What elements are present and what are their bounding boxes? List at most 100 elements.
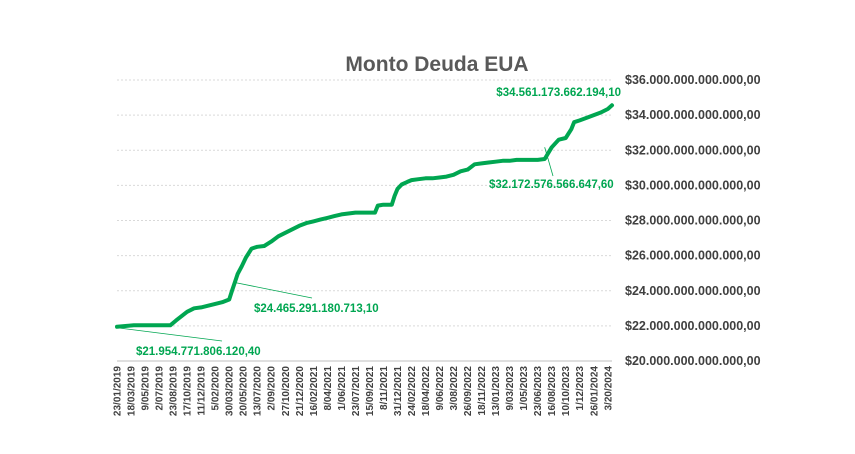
x-tick-label: 30/03/2020 bbox=[225, 366, 236, 416]
x-axis-tick-labels: 23/01/2019 18/03/2019 9/05/2019 2/07/2019 23… bbox=[113, 366, 615, 416]
data-point bbox=[236, 272, 240, 276]
x-tick-label: 26/01/2024 bbox=[589, 366, 600, 416]
x-tick-label: 31/12/2021 bbox=[393, 366, 404, 416]
x-tick-label: 3/08/2022 bbox=[449, 366, 460, 411]
data-point bbox=[174, 319, 178, 323]
x-tick-label: 23/01/2019 bbox=[113, 366, 124, 416]
data-point bbox=[459, 169, 463, 173]
x-tick-label: 16/08/2023 bbox=[547, 366, 558, 416]
data-point bbox=[269, 240, 273, 244]
data-point bbox=[304, 221, 308, 225]
data-point bbox=[276, 234, 280, 238]
data-point bbox=[599, 110, 603, 115]
data-point bbox=[165, 323, 170, 327]
data-point bbox=[409, 178, 414, 182]
data-point bbox=[153, 323, 157, 327]
x-tick-label: 5/02/2020 bbox=[211, 366, 222, 411]
y-tick-label: $22.000.000.000.000,00 bbox=[625, 319, 761, 333]
data-point bbox=[592, 113, 596, 117]
data-point bbox=[244, 255, 248, 259]
data-point bbox=[360, 211, 364, 215]
x-tick-label: 20/05/2020 bbox=[239, 366, 250, 416]
data-point bbox=[451, 173, 456, 177]
data-point bbox=[227, 297, 231, 302]
data-point bbox=[332, 214, 336, 218]
x-tick-label: 24/02/2022 bbox=[407, 366, 418, 416]
y-tick-label: $36.000.000.000.000,00 bbox=[625, 73, 761, 87]
data-point bbox=[132, 323, 136, 327]
data-point bbox=[543, 157, 547, 161]
x-tick-label: 18/04/2022 bbox=[421, 366, 432, 416]
data-point bbox=[318, 218, 322, 222]
data-point bbox=[536, 158, 540, 162]
x-tick-label: 17/10/2019 bbox=[183, 366, 194, 416]
data-point bbox=[255, 245, 259, 249]
data-point bbox=[393, 194, 397, 198]
data-point bbox=[610, 103, 614, 107]
x-tick-label: 11/12/2019 bbox=[197, 366, 208, 416]
data-point bbox=[395, 187, 400, 191]
data-point bbox=[168, 323, 172, 327]
x-tick-label: 16/02/2021 bbox=[309, 366, 320, 416]
data-point bbox=[376, 204, 380, 208]
data-point bbox=[139, 323, 143, 327]
annotation-label: $24.465.291.180.713,10 bbox=[254, 303, 379, 315]
data-point bbox=[367, 211, 371, 215]
data-point bbox=[522, 158, 526, 162]
data-point bbox=[199, 305, 203, 309]
x-tick-label: 23/06/2023 bbox=[533, 366, 544, 416]
data-point bbox=[185, 310, 189, 314]
y-tick-label: $28.000.000.000.000,00 bbox=[625, 214, 761, 228]
y-tick-label: $34.000.000.000.000,00 bbox=[625, 108, 761, 122]
data-point bbox=[585, 116, 589, 120]
x-tick-label: 13/07/2020 bbox=[253, 366, 264, 416]
x-tick-label: 10/10/2023 bbox=[561, 366, 572, 416]
data-point bbox=[466, 168, 470, 172]
data-point bbox=[160, 323, 164, 327]
data-point bbox=[494, 160, 498, 164]
y-tick-label: $30.000.000.000.000,00 bbox=[625, 178, 761, 192]
data-point bbox=[501, 159, 505, 163]
data-point bbox=[430, 176, 435, 180]
data-point bbox=[353, 211, 357, 215]
data-point bbox=[416, 177, 421, 181]
data-point bbox=[400, 182, 404, 187]
x-tick-label: 2/09/2020 bbox=[267, 366, 278, 411]
data-point bbox=[311, 219, 315, 223]
series-line bbox=[115, 103, 614, 329]
x-tick-label: 15/09/2021 bbox=[365, 366, 376, 416]
x-tick-label: 27/10/2020 bbox=[281, 366, 292, 416]
annotation-leader bbox=[544, 147, 554, 177]
data-point bbox=[373, 211, 377, 215]
y-tick-label: $20.000.000.000.000,00 bbox=[625, 354, 761, 368]
x-tick-label: 23/07/2021 bbox=[351, 366, 362, 416]
annotation-label: $21.954.771.806.120,40 bbox=[136, 346, 261, 358]
x-tick-label: 23/08/2019 bbox=[169, 366, 180, 416]
series-line-layer bbox=[115, 103, 614, 329]
x-tick-label: 1/05/2023 bbox=[519, 366, 530, 411]
data-point bbox=[297, 224, 301, 228]
x-tick-label: 9/03/2023 bbox=[505, 366, 516, 411]
data-point bbox=[262, 244, 266, 248]
y-tick-label: $32.000.000.000.000,00 bbox=[625, 143, 761, 157]
x-tick-label: 9/05/2019 bbox=[141, 366, 152, 411]
data-point bbox=[527, 158, 531, 162]
data-point bbox=[346, 211, 350, 216]
data-point bbox=[290, 227, 294, 231]
data-point bbox=[487, 160, 491, 165]
annotation-leader bbox=[234, 282, 313, 299]
data-point bbox=[530, 158, 534, 162]
annotation-leader bbox=[116, 327, 223, 342]
data-point bbox=[381, 203, 385, 207]
gridlines bbox=[117, 79, 612, 327]
y-axis-tick-labels: $20.000.000.000.000,00 $22.000.000.000.00… bbox=[625, 73, 761, 368]
data-point bbox=[473, 162, 477, 166]
x-tick-label: 13/01/2023 bbox=[491, 366, 502, 416]
x-tick-label: 8/11/2021 bbox=[379, 366, 390, 410]
data-point bbox=[358, 211, 362, 215]
data-point bbox=[213, 302, 217, 306]
data-point bbox=[250, 247, 254, 251]
data-point bbox=[578, 118, 582, 122]
x-tick-label: 26/09/2022 bbox=[463, 366, 474, 416]
